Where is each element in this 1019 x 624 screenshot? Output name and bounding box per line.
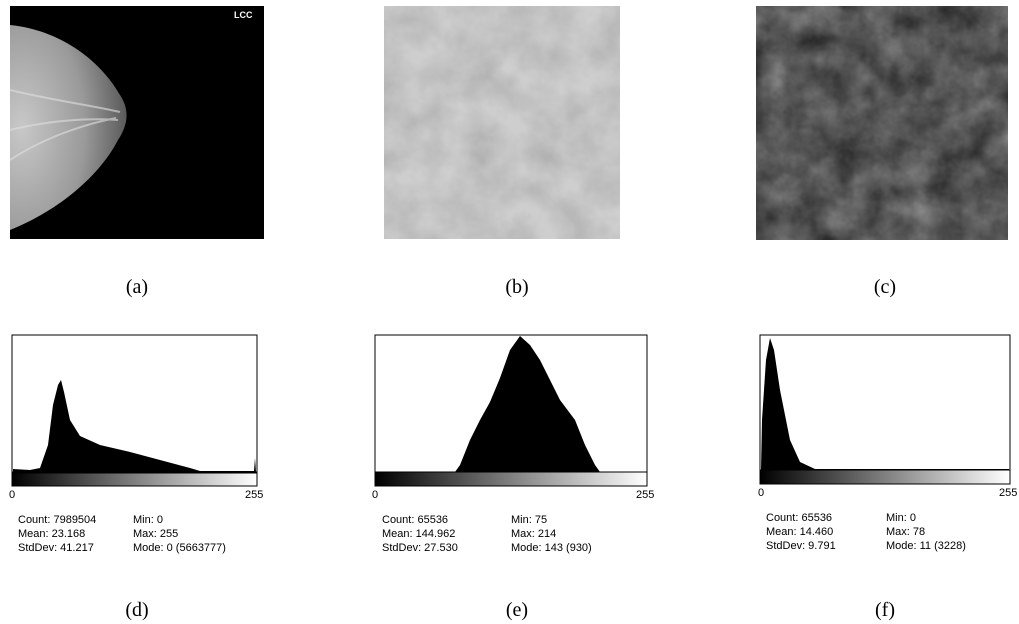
stat-text: Count: 65536 [382, 514, 448, 526]
stat-text: Count: 7989504 [18, 514, 96, 526]
view-tag: LCC [234, 10, 253, 20]
axis-max: 255 [999, 487, 1017, 499]
axis-min: 0 [758, 487, 764, 499]
caption: (f) [875, 599, 895, 621]
stat-text: StdDev: 27.530 [382, 542, 458, 554]
stat-text: Mode: 0 (5663777) [133, 542, 226, 554]
stat-text: Max: 78 [886, 526, 925, 538]
stat-text: Mean: 23.168 [18, 528, 85, 540]
axis-min: 0 [372, 489, 378, 501]
axis-max: 255 [636, 489, 654, 501]
stat-text: StdDev: 9.791 [766, 540, 836, 552]
image-c [756, 6, 1008, 240]
stat-text: Min: 75 [511, 514, 547, 526]
axis-max: 255 [245, 489, 263, 501]
caption: (b) [505, 276, 528, 298]
stat-text: Max: 214 [511, 528, 556, 540]
stat-text: StdDev: 41.217 [18, 542, 94, 554]
stat-text: Mode: 143 (930) [511, 542, 592, 554]
stat-text: Mean: 14.460 [766, 526, 833, 538]
caption: (a) [126, 276, 148, 298]
image-a: LCC [10, 6, 264, 239]
histogram-e: 0 255 [372, 334, 654, 501]
stat-text: Min: 0 [886, 512, 916, 524]
caption: (d) [125, 599, 148, 621]
caption: (c) [874, 276, 896, 298]
stat-text: Mean: 144.962 [382, 528, 455, 540]
stats: Count: 7989504 Mean: 23.168 StdDev: 41.217… [18, 512, 966, 554]
stat-text: Mode: 11 (3228) [886, 540, 966, 552]
axis-min: 0 [9, 489, 15, 501]
stat-text: Max: 255 [133, 528, 178, 540]
image-b [384, 6, 620, 239]
histogram-f: 0 255 [758, 334, 1017, 499]
caption: (e) [506, 599, 528, 621]
stat-text: Min: 0 [133, 514, 163, 526]
stat-text: Count: 65536 [766, 512, 832, 524]
histogram-d: 0 255 [9, 334, 263, 501]
